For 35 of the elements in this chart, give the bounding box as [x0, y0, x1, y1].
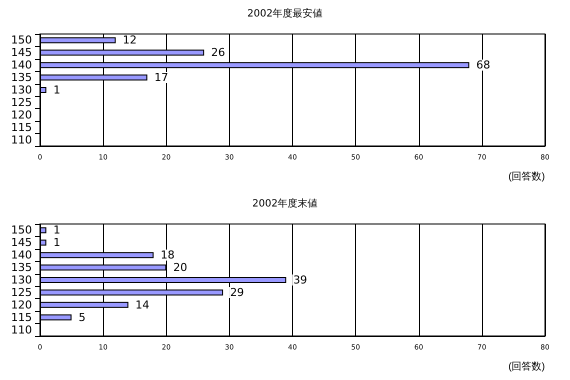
data-label: 26 — [211, 46, 226, 60]
y-tick-label: 150 — [11, 34, 32, 47]
data-label: 20 — [173, 261, 188, 274]
x-axis-title: (回答数) — [508, 170, 545, 182]
chart-title: 2002年度末値 — [252, 198, 318, 210]
y-tick-label: 125 — [11, 96, 32, 109]
y-tick-label: 130 — [11, 274, 32, 286]
data-label: 68 — [476, 58, 490, 72]
chart-title: 2002年度最安値 — [247, 8, 323, 20]
y-tick-label: 145 — [11, 46, 32, 60]
data-label: 17 — [154, 71, 168, 84]
data-label: 18 — [160, 248, 175, 262]
y-tick-label: 125 — [11, 286, 32, 299]
data-label: 1 — [53, 84, 60, 96]
x-axis-title: (回答数) — [508, 360, 545, 372]
data-label: 1 — [53, 236, 60, 250]
y-tick-label: 135 — [11, 261, 32, 274]
y-tick-label: 115 — [11, 310, 32, 324]
y-tick-label: 150 — [11, 224, 32, 237]
y-tick-label: 110 — [11, 323, 32, 336]
y-tick-label: 140 — [11, 248, 32, 262]
y-tick-label: 140 — [11, 58, 32, 72]
y-tick-label: 135 — [11, 71, 32, 84]
y-tick-label: 110 — [11, 133, 32, 146]
data-label: 29 — [230, 286, 244, 299]
data-label: 39 — [293, 274, 308, 286]
y-tick-label: 120 — [11, 298, 32, 312]
y-tick-label: 145 — [11, 236, 32, 250]
y-tick-label: 115 — [11, 120, 32, 134]
data-label: 12 — [122, 34, 137, 47]
data-label: 1 — [53, 224, 60, 237]
y-tick-label: 130 — [11, 84, 32, 96]
data-label: 5 — [78, 310, 86, 324]
data-label: 14 — [135, 298, 150, 312]
y-tick-label: 120 — [11, 108, 32, 122]
